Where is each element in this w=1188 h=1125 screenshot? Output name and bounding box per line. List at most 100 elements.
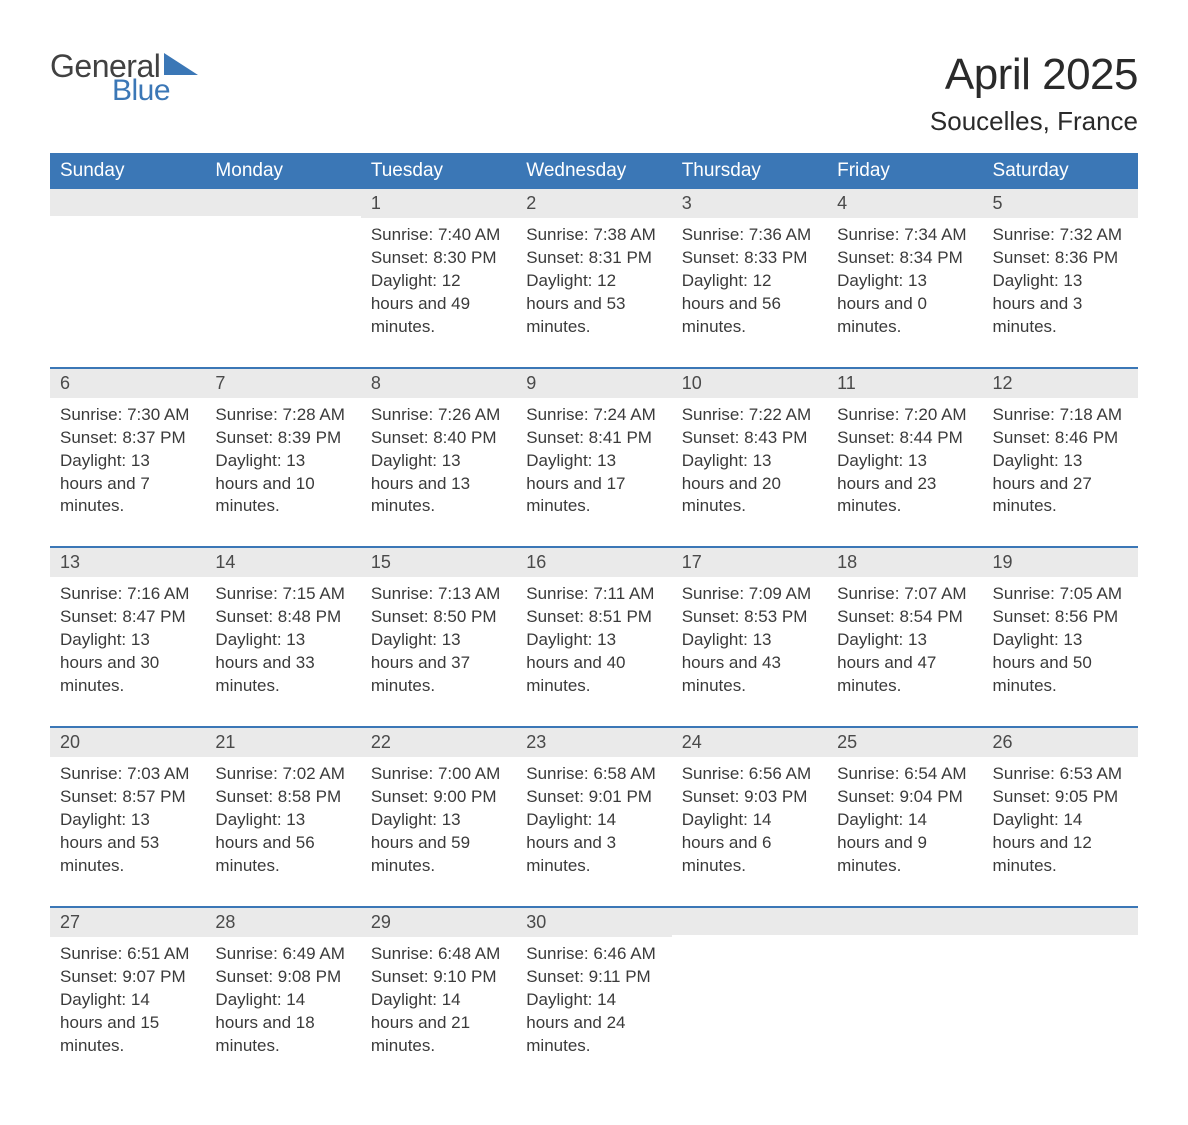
- daylight-label: Daylight:: [371, 810, 442, 829]
- daylight-label: Daylight:: [682, 271, 753, 290]
- daylight-label: Daylight:: [371, 990, 442, 1009]
- daylight-line: Daylight: 13 hours and 10 minutes.: [215, 450, 350, 519]
- day-info: Sunrise: 7:30 AMSunset: 8:37 PMDaylight:…: [50, 398, 205, 519]
- sunset-value: 8:44 PM: [899, 428, 962, 447]
- weekday-saturday: Saturday: [983, 153, 1138, 189]
- day-number: 10: [672, 369, 827, 398]
- day-cell: 4Sunrise: 7:34 AMSunset: 8:34 PMDaylight…: [827, 189, 982, 368]
- sunset-line: Sunset: 8:40 PM: [371, 427, 506, 450]
- sunrise-label: Sunrise:: [215, 405, 282, 424]
- day-cell: 8Sunrise: 7:26 AMSunset: 8:40 PMDaylight…: [361, 368, 516, 548]
- daylight-label: Daylight:: [60, 810, 131, 829]
- daylight-label: Daylight:: [837, 451, 908, 470]
- daylight-label: Daylight:: [837, 630, 908, 649]
- sunset-value: 8:31 PM: [589, 248, 652, 267]
- sunset-line: Sunset: 9:07 PM: [60, 966, 195, 989]
- day-info: Sunrise: 7:28 AMSunset: 8:39 PMDaylight:…: [205, 398, 360, 519]
- sunset-label: Sunset:: [526, 967, 588, 986]
- day-number: 4: [827, 189, 982, 218]
- sunset-value: 9:05 PM: [1055, 787, 1118, 806]
- day-cell: 7Sunrise: 7:28 AMSunset: 8:39 PMDaylight…: [205, 368, 360, 548]
- daylight-label: Daylight:: [682, 451, 753, 470]
- daylight-line: Daylight: 13 hours and 33 minutes.: [215, 629, 350, 698]
- sunrise-label: Sunrise:: [837, 764, 904, 783]
- day-cell: 27Sunrise: 6:51 AMSunset: 9:07 PMDayligh…: [50, 907, 205, 1086]
- week-row: 27Sunrise: 6:51 AMSunset: 9:07 PMDayligh…: [50, 907, 1138, 1086]
- day-number: 16: [516, 548, 671, 577]
- sunset-line: Sunset: 9:11 PM: [526, 966, 661, 989]
- sunset-value: 9:07 PM: [122, 967, 185, 986]
- day-number: [672, 908, 827, 935]
- daylight-label: Daylight:: [215, 451, 286, 470]
- sunset-label: Sunset:: [371, 787, 433, 806]
- day-info: Sunrise: 6:58 AMSunset: 9:01 PMDaylight:…: [516, 757, 671, 878]
- day-number: 5: [983, 189, 1138, 218]
- day-number: 8: [361, 369, 516, 398]
- day-number: 9: [516, 369, 671, 398]
- sunset-line: Sunset: 8:44 PM: [837, 427, 972, 450]
- sunset-label: Sunset:: [215, 787, 277, 806]
- sunset-line: Sunset: 8:46 PM: [993, 427, 1128, 450]
- day-info: Sunrise: 7:05 AMSunset: 8:56 PMDaylight:…: [983, 577, 1138, 698]
- sunrise-line: Sunrise: 7:40 AM: [371, 224, 506, 247]
- daylight-line: Daylight: 13 hours and 47 minutes.: [837, 629, 972, 698]
- day-info: Sunrise: 7:13 AMSunset: 8:50 PMDaylight:…: [361, 577, 516, 698]
- logo-triangle-icon: [164, 53, 198, 79]
- sunrise-value: 6:51 AM: [127, 944, 189, 963]
- sunset-line: Sunset: 8:43 PM: [682, 427, 817, 450]
- day-number: 14: [205, 548, 360, 577]
- sunrise-line: Sunrise: 7:38 AM: [526, 224, 661, 247]
- weekday-header-row: SundayMondayTuesdayWednesdayThursdayFrid…: [50, 153, 1138, 189]
- sunset-value: 9:10 PM: [433, 967, 496, 986]
- day-number: 28: [205, 908, 360, 937]
- sunset-value: 8:36 PM: [1055, 248, 1118, 267]
- daylight-label: Daylight:: [526, 810, 597, 829]
- sunrise-label: Sunrise:: [526, 405, 593, 424]
- sunrise-value: 7:16 AM: [127, 584, 189, 603]
- sunrise-label: Sunrise:: [526, 764, 593, 783]
- sunset-value: 8:30 PM: [433, 248, 496, 267]
- sunset-value: 8:54 PM: [899, 607, 962, 626]
- sunset-label: Sunset:: [837, 787, 899, 806]
- sunset-label: Sunset:: [526, 428, 588, 447]
- sunset-value: 9:04 PM: [899, 787, 962, 806]
- day-info: Sunrise: 6:56 AMSunset: 9:03 PMDaylight:…: [672, 757, 827, 878]
- daylight-line: Daylight: 13 hours and 23 minutes.: [837, 450, 972, 519]
- day-cell: 21Sunrise: 7:02 AMSunset: 8:58 PMDayligh…: [205, 727, 360, 907]
- sunset-label: Sunset:: [837, 248, 899, 267]
- sunset-label: Sunset:: [837, 428, 899, 447]
- day-cell: 28Sunrise: 6:49 AMSunset: 9:08 PMDayligh…: [205, 907, 360, 1086]
- sunset-value: 8:41 PM: [589, 428, 652, 447]
- sunrise-value: 7:15 AM: [283, 584, 345, 603]
- sunrise-line: Sunrise: 7:02 AM: [215, 763, 350, 786]
- sunrise-line: Sunrise: 7:22 AM: [682, 404, 817, 427]
- sunset-line: Sunset: 8:34 PM: [837, 247, 972, 270]
- sunrise-label: Sunrise:: [682, 405, 749, 424]
- sunset-line: Sunset: 9:04 PM: [837, 786, 972, 809]
- daylight-line: Daylight: 14 hours and 21 minutes.: [371, 989, 506, 1058]
- day-number: 23: [516, 728, 671, 757]
- sunrise-label: Sunrise:: [215, 944, 282, 963]
- sunset-label: Sunset:: [60, 607, 122, 626]
- day-cell: 2Sunrise: 7:38 AMSunset: 8:31 PMDaylight…: [516, 189, 671, 368]
- day-number: 27: [50, 908, 205, 937]
- sunset-label: Sunset:: [682, 787, 744, 806]
- daylight-label: Daylight:: [60, 451, 131, 470]
- sunset-value: 8:48 PM: [278, 607, 341, 626]
- day-number: 2: [516, 189, 671, 218]
- sunrise-line: Sunrise: 6:54 AM: [837, 763, 972, 786]
- sunrise-label: Sunrise:: [682, 225, 749, 244]
- sunset-value: 8:46 PM: [1055, 428, 1118, 447]
- day-number: [827, 908, 982, 935]
- sunrise-label: Sunrise:: [837, 405, 904, 424]
- day-cell: 22Sunrise: 7:00 AMSunset: 9:00 PMDayligh…: [361, 727, 516, 907]
- daylight-label: Daylight:: [60, 990, 131, 1009]
- sunrise-label: Sunrise:: [837, 584, 904, 603]
- day-info: Sunrise: 7:02 AMSunset: 8:58 PMDaylight:…: [205, 757, 360, 878]
- sunset-value: 8:56 PM: [1055, 607, 1118, 626]
- sunrise-value: 7:40 AM: [438, 225, 500, 244]
- sunrise-value: 7:11 AM: [593, 584, 654, 603]
- daylight-label: Daylight:: [60, 630, 131, 649]
- day-cell-empty: [205, 189, 360, 368]
- logo-word2: Blue: [112, 76, 198, 106]
